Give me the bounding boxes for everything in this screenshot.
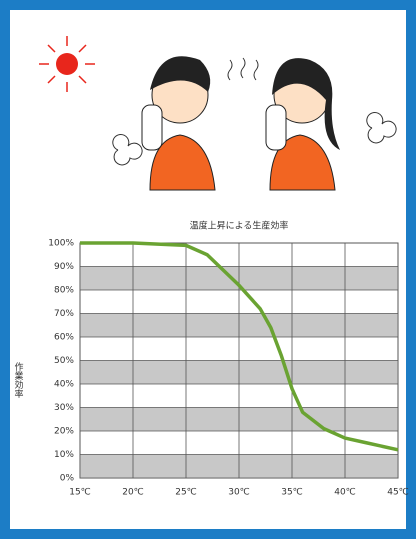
x-tick-label: 35℃ (281, 488, 303, 498)
chart-title: 温度上昇による生産効率 (190, 220, 289, 232)
y-tick-label: 100% (48, 239, 74, 249)
x-tick-label: 30℃ (228, 488, 250, 498)
y-tick-label: 50% (54, 356, 74, 366)
y-tick-label: 80% (54, 286, 74, 296)
x-tick-label: 15℃ (69, 488, 91, 498)
y-tick-label: 20% (54, 427, 74, 437)
y-tick-label: 70% (54, 309, 74, 319)
x-tick-label: 45℃ (387, 488, 409, 498)
x-tick-label: 25℃ (175, 488, 197, 498)
y-tick-label: 10% (54, 450, 74, 460)
y-tick-label: 90% (54, 262, 74, 272)
plot: 0% 10% 20% 30% 40% 50% 60% 70% 80% 90% 100% 15℃ 20℃ 2… (48, 239, 409, 498)
y-tick-label: 40% (54, 380, 74, 390)
illustration (39, 36, 397, 191)
x-tick-label: 20℃ (122, 488, 144, 498)
y-tick-label: 0% (60, 474, 75, 484)
y-axis-label: 作業効率 (13, 361, 24, 399)
data-line (80, 241, 399, 452)
y-tick-label: 30% (54, 403, 74, 413)
x-tick-label: 40℃ (334, 488, 356, 498)
y-tick-label: 60% (54, 333, 74, 343)
